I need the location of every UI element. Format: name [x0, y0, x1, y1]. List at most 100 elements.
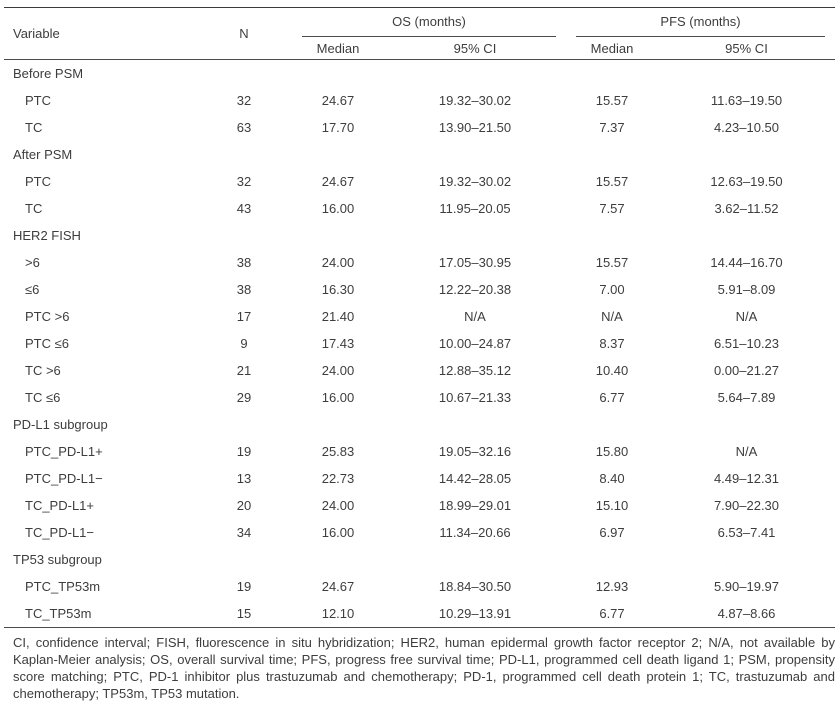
cell-variable: PTC_PD-L1+	[25, 444, 103, 459]
cell-os-median: 24.00	[321, 255, 355, 270]
cell-n: 9	[240, 336, 248, 351]
table-row: PTC 32 24.67 19.32–30.02 15.57 12.63–19.50	[4, 168, 835, 195]
table-row: PTC ≤6 9 17.43 10.00–24.87 8.37 6.51–10.23	[4, 330, 835, 357]
cell-os-ci: 19.32–30.02	[438, 174, 512, 189]
cell-pfs-ci: N/A	[735, 444, 758, 459]
col-header-pfs-median: Median	[566, 37, 658, 60]
cell-os-ci: 12.22–20.38	[438, 282, 512, 297]
cell-variable: PTC	[25, 174, 51, 189]
cell-os-median: 24.67	[321, 93, 355, 108]
cell-variable: >6	[25, 255, 40, 270]
cell-pfs-median: 7.57	[599, 201, 625, 216]
cell-n: 20	[236, 498, 252, 513]
cell-pfs-median: N/A	[601, 309, 623, 324]
cell-variable: PTC_PD-L1−	[25, 471, 103, 486]
table-row: PTC >6 17 21.40 N/A N/A N/A	[4, 303, 835, 330]
cell-os-median: 16.00	[321, 201, 355, 216]
cell-n: 19	[236, 444, 252, 459]
cell-os-median: 24.67	[321, 579, 355, 594]
col-header-pfs-ci: 95% CI	[658, 37, 835, 60]
table-row: TC 43 16.00 11.95–20.05 7.57 3.62–11.52	[4, 195, 835, 222]
cell-n: 63	[236, 120, 252, 135]
cell-n: 34	[236, 525, 252, 540]
cell-os-ci: 12.88–35.12	[438, 363, 512, 378]
cell-pfs-median: 15.57	[595, 93, 629, 108]
cell-os-ci: 11.95–20.05	[439, 201, 511, 216]
pfs-group-label: PFS (months)	[576, 8, 825, 37]
cell-pfs-median: 15.80	[595, 444, 629, 459]
cell-n: 19	[236, 579, 252, 594]
col-header-os-median: Median	[292, 37, 384, 60]
cell-variable: PTC >6	[25, 309, 70, 324]
cell-n: 38	[236, 282, 252, 297]
table-row: TC_PD-L1− 34 16.00 11.34–20.66 6.97 6.53–7.41	[4, 519, 835, 546]
cell-os-ci: 17.05–30.95	[438, 255, 512, 270]
cell-pfs-median: 8.37	[599, 336, 625, 351]
cell-variable: TC_PD-L1+	[25, 498, 94, 513]
cell-os-median: 12.10	[321, 606, 355, 621]
cell-variable: TC	[25, 120, 43, 135]
cell-os-median: 21.40	[321, 309, 355, 324]
cell-os-median: 16.00	[321, 390, 355, 405]
cell-pfs-median: 10.40	[595, 363, 629, 378]
cell-pfs-ci: 5.64–7.89	[717, 390, 776, 405]
table-body: Before PSM PTC 32 24.67 19.32–30.02 15.57 11.6…	[4, 60, 835, 628]
cell-pfs-ci: 12.63–19.50	[710, 174, 783, 189]
sub-header-row: Median 95% CI Median 95% CI	[4, 37, 835, 60]
cell-n: 17	[236, 309, 252, 324]
cell-pfs-ci: 6.51–10.23	[713, 336, 780, 351]
cell-pfs-median: 7.00	[599, 282, 625, 297]
cell-os-median: 17.70	[321, 120, 355, 135]
cell-os-median: 24.67	[321, 174, 355, 189]
cell-variable: PTC ≤6	[25, 336, 69, 351]
cell-pfs-ci: N/A	[735, 309, 758, 324]
cell-n: 21	[236, 363, 252, 378]
cell-pfs-median: 6.97	[599, 525, 625, 540]
section-header-label: PD-L1 subgroup	[13, 417, 108, 432]
cell-pfs-ci: 4.49–12.31	[713, 471, 780, 486]
table-row: ≤6 38 16.30 12.22–20.38 7.00 5.91–8.09	[4, 276, 835, 303]
section-header-row: TP53 subgroup	[4, 546, 835, 573]
cell-pfs-median: 8.40	[599, 471, 625, 486]
table-row: PTC_PD-L1− 13 22.73 14.42–28.05 8.40 4.49–12.…	[4, 465, 835, 492]
cell-pfs-ci: 14.44–16.70	[710, 255, 783, 270]
cell-os-median: 25.83	[321, 444, 355, 459]
cell-variable: PTC	[25, 93, 51, 108]
col-group-pfs: PFS (months)	[566, 8, 835, 37]
cell-n: 15	[236, 606, 252, 621]
cell-n: 32	[236, 174, 252, 189]
cell-pfs-median: 15.57	[595, 174, 629, 189]
table-row: PTC_TP53m 19 24.67 18.84–30.50 12.93 5.90–19.…	[4, 573, 835, 600]
section-header-row: HER2 FISH	[4, 222, 835, 249]
cell-pfs-median: 7.37	[599, 120, 625, 135]
table-row: TC >6 21 24.00 12.88–35.12 10.40 0.00–21.27	[4, 357, 835, 384]
cell-pfs-ci: 0.00–21.27	[713, 363, 780, 378]
cell-pfs-ci: 5.90–19.97	[713, 579, 780, 594]
section-header-row: PD-L1 subgroup	[4, 411, 835, 438]
cell-n: 38	[236, 255, 252, 270]
cell-variable: TC_PD-L1−	[25, 525, 94, 540]
cell-n: 43	[236, 201, 252, 216]
table-header: Variable N OS (months) PFS (months) Medi…	[4, 7, 835, 60]
cell-variable: PTC_TP53m	[25, 579, 101, 594]
cell-pfs-ci: 4.23–10.50	[713, 120, 780, 135]
cell-pfs-ci: 6.53–7.41	[717, 525, 776, 540]
cell-variable: TC ≤6	[25, 390, 61, 405]
cell-os-median: 22.73	[321, 471, 355, 486]
cell-pfs-ci: 5.91–8.09	[717, 282, 776, 297]
table-footnote: CI, confidence interval; FISH, fluoresce…	[13, 635, 835, 701]
section-header-row: Before PSM	[4, 60, 835, 88]
cell-variable: TC >6	[25, 363, 61, 378]
cell-os-median: 17.43	[321, 336, 355, 351]
cell-pfs-median: 6.77	[599, 390, 625, 405]
col-header-variable: Variable	[4, 7, 196, 60]
cell-os-ci: 11.34–20.66	[439, 525, 511, 540]
cell-pfs-median: 15.10	[595, 498, 629, 513]
group-header-row: Variable N OS (months) PFS (months)	[4, 7, 835, 60]
cell-os-median: 16.00	[321, 525, 355, 540]
cell-os-median: 24.00	[321, 363, 355, 378]
cell-os-ci: 13.90–21.50	[438, 120, 512, 135]
survival-outcomes-table: Variable N OS (months) PFS (months) Medi…	[4, 7, 835, 628]
col-group-os: OS (months)	[292, 8, 566, 37]
